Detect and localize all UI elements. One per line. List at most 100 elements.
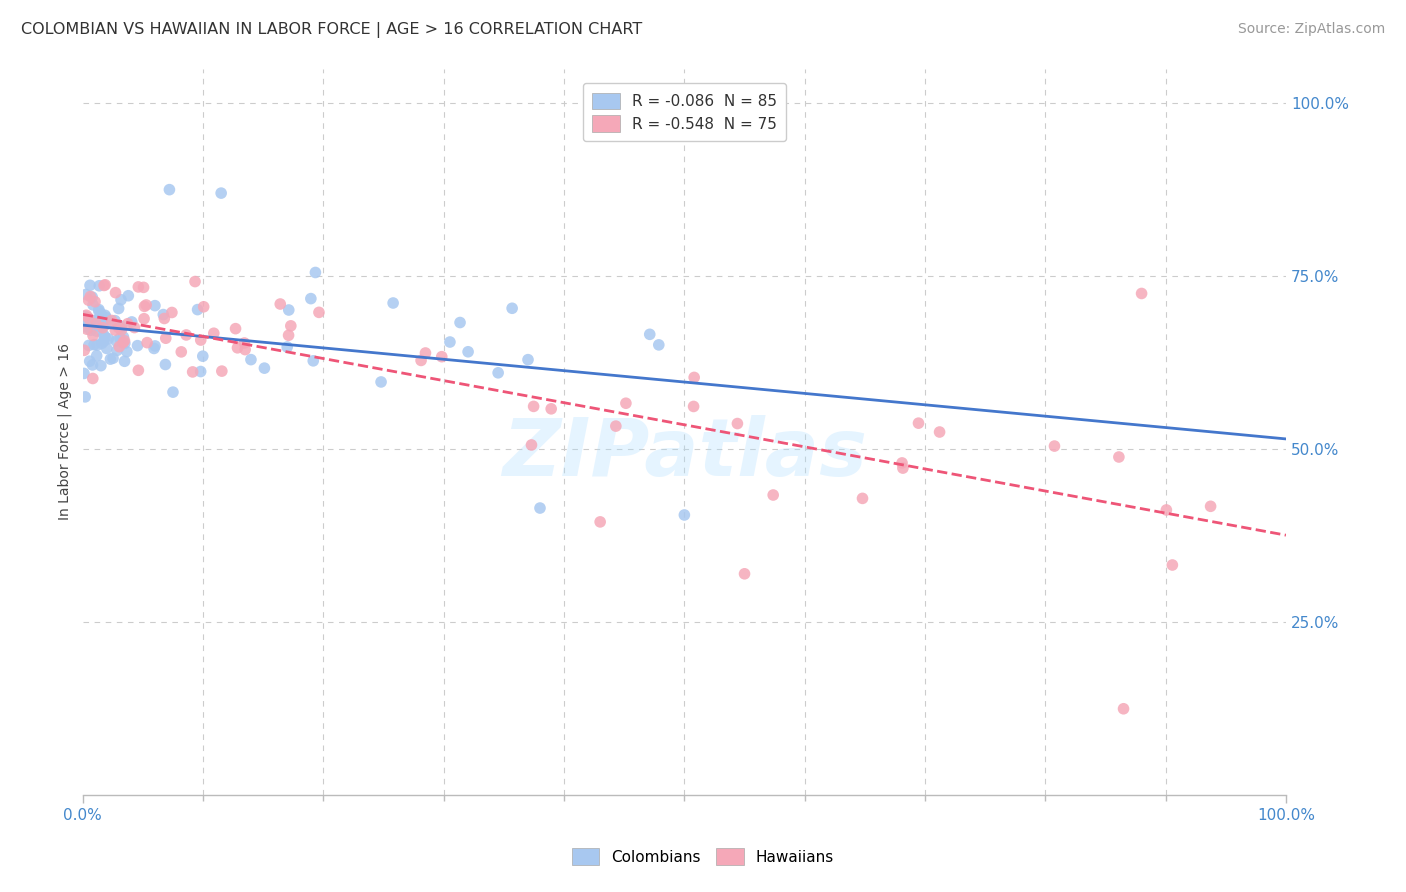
Point <box>523 400 546 414</box>
Point <box>86 349 108 363</box>
Point <box>415 346 437 360</box>
Point <box>211 364 233 378</box>
Point <box>127 363 149 377</box>
Point <box>115 344 138 359</box>
Point <box>153 311 176 326</box>
Point <box>181 365 204 379</box>
Point <box>233 336 256 351</box>
Point <box>86 338 108 352</box>
Point <box>132 280 155 294</box>
Point <box>304 265 326 279</box>
Point <box>89 319 111 334</box>
Point <box>1108 450 1130 464</box>
Point <box>143 299 166 313</box>
Point <box>382 296 405 310</box>
Point <box>76 322 98 336</box>
Point <box>540 401 562 416</box>
Point <box>104 313 127 327</box>
Point <box>83 337 105 351</box>
Point <box>517 352 540 367</box>
Point <box>105 334 128 348</box>
Point <box>114 354 136 368</box>
Point <box>233 343 256 357</box>
Point <box>193 300 215 314</box>
Point <box>430 350 453 364</box>
Point <box>94 310 117 325</box>
Point <box>449 316 471 330</box>
Point <box>638 327 661 342</box>
Point <box>104 285 127 300</box>
Point <box>86 324 108 338</box>
Point <box>269 297 291 311</box>
Point <box>117 317 139 331</box>
Point <box>308 305 330 319</box>
Point <box>127 280 149 294</box>
Text: COLOMBIAN VS HAWAIIAN IN LABOR FORCE | AGE > 16 CORRELATION CHART: COLOMBIAN VS HAWAIIAN IN LABOR FORCE | A… <box>21 22 643 38</box>
Point <box>77 311 100 326</box>
Point <box>84 313 107 327</box>
Point <box>94 318 117 332</box>
Y-axis label: In Labor Force | Age > 16: In Labor Force | Age > 16 <box>58 343 72 520</box>
Point <box>114 336 136 351</box>
Point <box>94 309 117 323</box>
Point <box>734 566 756 581</box>
Point <box>110 319 132 334</box>
Point <box>143 342 166 356</box>
Point <box>253 361 276 376</box>
Point <box>91 318 114 333</box>
Point <box>409 353 432 368</box>
Point <box>108 340 131 354</box>
Point <box>605 419 627 434</box>
Point <box>76 316 98 330</box>
Point <box>152 308 174 322</box>
Legend: Colombians, Hawaiians: Colombians, Hawaiians <box>565 842 841 871</box>
Point <box>96 342 118 356</box>
Point <box>135 298 157 312</box>
Point <box>117 289 139 303</box>
Point <box>82 358 104 372</box>
Point <box>73 319 96 334</box>
Point <box>134 299 156 313</box>
Point <box>93 328 115 343</box>
Point <box>87 304 110 318</box>
Point <box>486 366 509 380</box>
Point <box>75 308 97 322</box>
Point <box>93 334 115 349</box>
Point <box>529 501 551 516</box>
Point <box>187 302 209 317</box>
Point <box>184 275 207 289</box>
Point <box>520 438 543 452</box>
Point <box>191 349 214 363</box>
Point <box>107 301 129 316</box>
Point <box>73 343 96 358</box>
Point <box>105 343 128 358</box>
Point <box>190 365 212 379</box>
Point <box>501 301 523 316</box>
Point <box>277 303 299 318</box>
Point <box>683 370 706 384</box>
Point <box>614 396 637 410</box>
Point <box>928 425 950 439</box>
Point <box>94 277 117 292</box>
Point <box>1043 439 1066 453</box>
Point <box>155 331 177 345</box>
Point <box>82 290 104 304</box>
Point <box>108 331 131 345</box>
Point <box>73 367 96 381</box>
Point <box>77 338 100 352</box>
Point <box>89 278 111 293</box>
Point <box>891 461 914 475</box>
Point <box>87 302 110 317</box>
Point <box>121 315 143 329</box>
Point <box>1199 500 1222 514</box>
Point <box>90 359 112 373</box>
Point <box>100 352 122 367</box>
Point <box>648 338 671 352</box>
Point <box>101 351 124 366</box>
Point <box>104 323 127 337</box>
Point <box>114 334 136 348</box>
Legend: R = -0.086  N = 85, R = -0.548  N = 75: R = -0.086 N = 85, R = -0.548 N = 75 <box>583 84 786 141</box>
Point <box>132 311 155 326</box>
Point <box>110 293 132 307</box>
Point <box>209 186 232 200</box>
